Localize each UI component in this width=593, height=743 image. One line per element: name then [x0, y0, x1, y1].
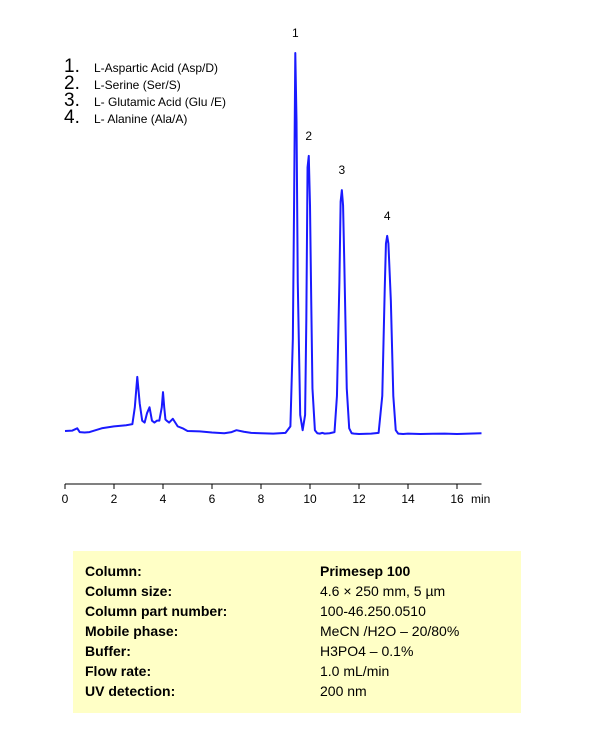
peak-legend: 1. L-Aspartic Acid (Asp/D) 2. L-Serine (… [64, 56, 227, 128]
legend-label: L-Aspartic Acid (Asp/D) [94, 61, 219, 75]
condition-value: MeCN /H2O – 20/80% [320, 623, 460, 639]
condition-key: UV detection: [85, 683, 176, 699]
condition-value: H3PO4 – 0.1% [320, 643, 414, 659]
x-tick-label: 12 [352, 492, 366, 506]
legend-label: L- Alanine (Ala/A) [94, 112, 188, 126]
x-tick-label: 0 [62, 492, 69, 506]
x-tick-label: 8 [258, 492, 265, 506]
x-tick-label: 4 [160, 492, 167, 506]
condition-value: Primesep 100 [320, 563, 411, 579]
peak-label: 4 [384, 209, 391, 223]
condition-value: 4.6 × 250 mm, 5 µm [320, 583, 446, 599]
peak-label: 2 [305, 129, 312, 143]
legend-label: L-Serine (Ser/S) [94, 78, 181, 92]
x-tick-label: 14 [401, 492, 415, 506]
condition-key: Column: [85, 563, 142, 579]
x-tick-label: 16 [450, 492, 464, 506]
condition-row: Column: Primesep 100 [85, 563, 515, 583]
legend-item: 4. L- Alanine (Ala/A) [64, 107, 226, 128]
condition-key: Buffer: [85, 643, 131, 659]
legend-item: 1. L-Aspartic Acid (Asp/D) [64, 56, 226, 77]
condition-key: Column size: [85, 583, 173, 599]
conditions-panel: Column: Primesep 100 Column size: 4.6 × … [73, 551, 521, 713]
condition-row: Column size: 4.6 × 250 mm, 5 µm [85, 583, 515, 603]
chromatogram-line [64, 52, 482, 435]
legend-item: 2. L-Serine (Ser/S) [64, 73, 226, 94]
x-axis-label: min [471, 492, 490, 506]
legend-item: 3. L- Glutamic Acid (Glu /E) [64, 90, 227, 111]
peak-label: 1 [292, 26, 299, 40]
x-tick-label: 6 [209, 492, 216, 506]
condition-key: Mobile phase: [85, 623, 179, 639]
condition-value: 100-46.250.0510 [320, 603, 426, 619]
legend-number: 1. [64, 56, 80, 77]
condition-row: UV detection: 200 nm [85, 683, 515, 703]
condition-key: Flow rate: [85, 663, 152, 679]
x-axis-ticks: 0 2 4 6 8 10 12 14 16 [62, 484, 464, 506]
x-tick-label: 2 [111, 492, 118, 506]
peak-label: 3 [339, 163, 346, 177]
legend-number: 3. [64, 90, 80, 111]
legend-number: 4. [64, 107, 80, 128]
condition-row: Flow rate: 1.0 mL/min [85, 663, 515, 683]
condition-row: Buffer: H3PO4 – 0.1% [85, 643, 515, 663]
x-tick-label: 10 [303, 492, 317, 506]
condition-key: Column part number: [85, 603, 228, 619]
plot-area: 1 2 3 4 [64, 26, 482, 435]
condition-value: 200 nm [320, 683, 367, 699]
legend-label: L- Glutamic Acid (Glu /E) [94, 95, 227, 109]
condition-row: Column part number: 100-46.250.0510 [85, 603, 515, 623]
legend-number: 2. [64, 73, 80, 94]
condition-value: 1.0 mL/min [320, 663, 390, 679]
condition-row: Mobile phase: MeCN /H2O – 20/80% [85, 623, 515, 643]
